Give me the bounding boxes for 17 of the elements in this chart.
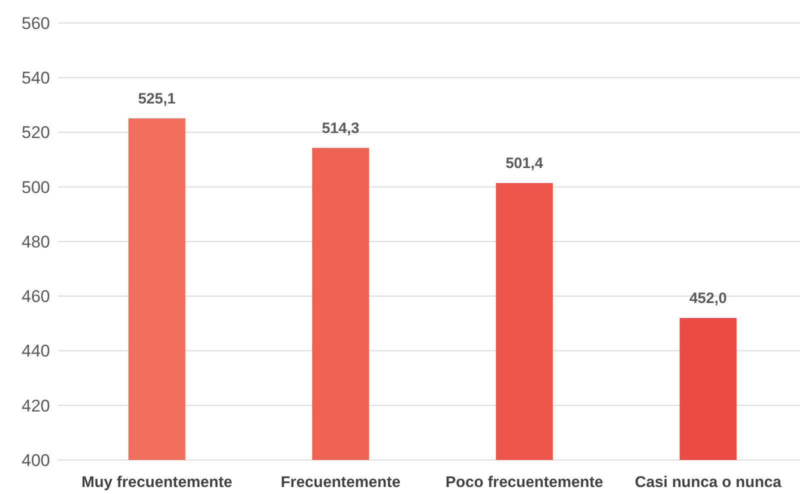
x-tick-label: Muy frecuentemente — [82, 474, 233, 491]
y-tick-label: 540 — [22, 68, 50, 88]
y-tick-label: 480 — [22, 232, 50, 252]
y-tick-label: 420 — [22, 396, 50, 416]
y-tick-label: 560 — [22, 14, 50, 33]
y-tick-label: 500 — [22, 178, 50, 197]
y-tick-label: 460 — [22, 287, 50, 306]
data-label: 501,4 — [506, 155, 544, 172]
y-tick-label: 400 — [22, 450, 50, 470]
x-tick-label: Frecuentemente — [280, 474, 401, 491]
x-tick-label: Poco frecuentemente — [446, 474, 604, 491]
x-tick-label: Casi nunca o nunca — [634, 474, 782, 491]
data-label: 452,0 — [689, 290, 727, 307]
y-tick-label: 440 — [22, 342, 50, 361]
data-label: 514,3 — [322, 120, 360, 137]
data-label: 525,1 — [138, 90, 176, 108]
y-tick-label: 520 — [22, 123, 50, 142]
